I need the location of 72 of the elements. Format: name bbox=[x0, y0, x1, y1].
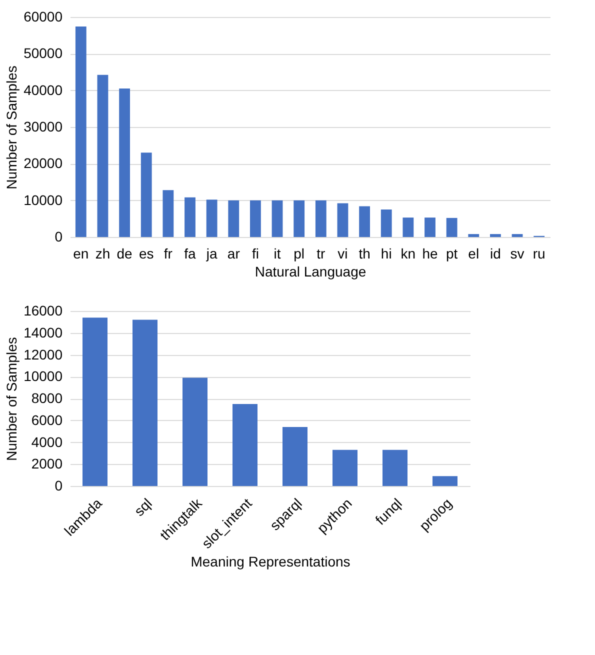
y-tick-label: 0 bbox=[54, 228, 63, 244]
bar bbox=[402, 218, 414, 237]
bar bbox=[337, 203, 348, 237]
bar bbox=[132, 320, 158, 486]
y-tick-label: 40000 bbox=[24, 82, 63, 98]
bar bbox=[206, 200, 218, 237]
y-tick-label: 2000 bbox=[31, 456, 63, 472]
bar bbox=[359, 206, 370, 237]
bar bbox=[162, 190, 174, 237]
x-tick-label: it bbox=[274, 246, 281, 262]
bar bbox=[294, 200, 305, 237]
bar bbox=[282, 426, 308, 486]
x-tick-label: pt bbox=[446, 246, 458, 262]
bar bbox=[232, 404, 258, 486]
y-tick-label: 50000 bbox=[24, 45, 63, 62]
x-tick-label: es bbox=[138, 246, 154, 262]
x-tick-label: hi bbox=[380, 246, 392, 262]
y-tick-label: 10000 bbox=[24, 192, 63, 208]
bar bbox=[119, 88, 130, 237]
x-tick-label: ar bbox=[227, 246, 240, 262]
bar bbox=[490, 234, 501, 237]
y-tick-label: 10000 bbox=[24, 368, 63, 384]
y-tick-label: 6000 bbox=[31, 412, 63, 428]
y-tick-label: 14000 bbox=[24, 324, 63, 340]
x-tick-label: sv bbox=[510, 246, 524, 262]
x-tick-label: pl bbox=[294, 246, 305, 262]
x-tick-label: el bbox=[468, 246, 480, 262]
bar bbox=[272, 200, 283, 237]
bar bbox=[250, 200, 261, 237]
bar bbox=[75, 26, 86, 237]
x-tick-label: vi bbox=[338, 246, 348, 262]
bar bbox=[424, 218, 436, 237]
y-tick-label: 20000 bbox=[24, 155, 63, 172]
y-tick-label: 30000 bbox=[24, 118, 63, 134]
bar bbox=[512, 234, 523, 237]
x-tick-label: ja bbox=[205, 246, 218, 262]
bar bbox=[184, 197, 196, 237]
bar bbox=[468, 234, 480, 237]
y-tick-label: 12000 bbox=[24, 346, 63, 362]
x-axis-title: Meaning Representations bbox=[190, 554, 350, 570]
y-tick-label: 4000 bbox=[31, 434, 63, 450]
y-tick-label: 0 bbox=[54, 478, 63, 494]
y-tick-label: 8000 bbox=[31, 390, 63, 406]
x-tick-label: de bbox=[116, 246, 133, 262]
y-axis-title: Number of Samples bbox=[4, 66, 20, 190]
bar bbox=[315, 200, 326, 237]
x-axis-title: Natural Language bbox=[254, 264, 366, 280]
bar bbox=[382, 450, 408, 486]
x-tick-label: en bbox=[73, 246, 89, 262]
x-tick-label: fr bbox=[164, 246, 173, 262]
x-tick-label: tr bbox=[316, 246, 326, 262]
bar bbox=[332, 450, 358, 486]
y-tick-label: 16000 bbox=[24, 302, 63, 318]
bar bbox=[82, 318, 108, 486]
bar bbox=[380, 210, 392, 237]
bar bbox=[182, 378, 208, 486]
x-tick-label: sql bbox=[130, 495, 155, 520]
x-tick-label: he bbox=[422, 246, 438, 262]
x-tick-label: th bbox=[358, 246, 370, 262]
x-tick-label: kn bbox=[400, 246, 416, 262]
y-axis-title: Number of Samples bbox=[4, 337, 20, 461]
x-tick-label: fa bbox=[184, 246, 196, 262]
bar bbox=[446, 218, 458, 237]
x-tick-label: zh bbox=[95, 246, 110, 262]
y-tick-label: 60000 bbox=[24, 8, 63, 24]
bar bbox=[432, 476, 458, 486]
x-tick-label: ru bbox=[532, 246, 546, 262]
bar bbox=[140, 152, 152, 237]
bar bbox=[228, 200, 240, 237]
x-tick-label: fi bbox=[252, 246, 259, 262]
bar bbox=[97, 74, 108, 237]
x-tick-label: id bbox=[490, 246, 501, 262]
